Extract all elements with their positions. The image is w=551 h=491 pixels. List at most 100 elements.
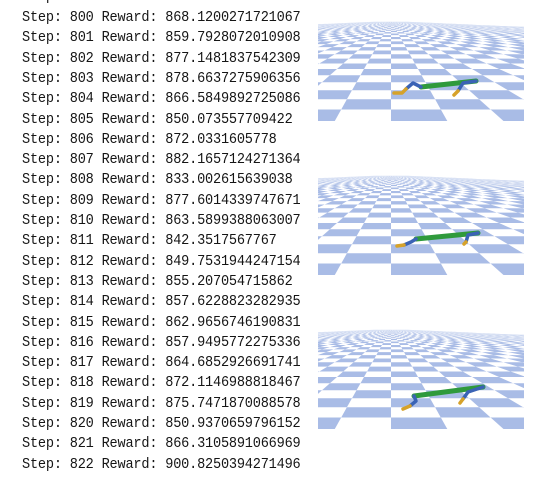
floor-tile (328, 343, 344, 345)
floor-tile (459, 340, 476, 342)
floor-tile (374, 180, 379, 181)
floor-tile (483, 29, 502, 31)
floor-tile (368, 335, 375, 336)
floor-tile (318, 191, 328, 194)
floor-tile (475, 341, 495, 344)
floor-tile (318, 109, 342, 121)
floor-tile (481, 198, 509, 202)
floor-tile (340, 179, 349, 180)
floor-tile (441, 39, 460, 42)
floor-tile (434, 28, 445, 30)
floor-tile (391, 25, 394, 27)
floor-tile (337, 179, 346, 181)
floor-tile (353, 24, 360, 26)
floor-tile (485, 335, 502, 336)
floor-tile (433, 335, 443, 337)
floor-tile (350, 191, 364, 194)
floor-tile (407, 178, 413, 180)
floor-tile (352, 337, 362, 339)
floor-tile (472, 69, 514, 76)
floor-tile (440, 335, 452, 337)
floor-tile (421, 179, 429, 180)
floor-tile (391, 349, 404, 353)
floor-tile (318, 181, 327, 182)
floor-tile (360, 27, 369, 29)
floor-tile (320, 334, 332, 335)
floor-tile (353, 184, 364, 187)
floor-tile (471, 181, 486, 183)
floor-tile (391, 27, 395, 28)
floor-tile (421, 333, 429, 334)
floor-tile (391, 47, 408, 51)
floor-tile (391, 109, 448, 121)
floor-tile (440, 179, 450, 180)
floor-tile (394, 26, 398, 27)
floor-tile (412, 333, 418, 335)
floor-tile (484, 32, 504, 34)
floor-tile (484, 186, 504, 188)
floor-tile (385, 337, 391, 339)
floor-tile (505, 349, 524, 353)
floor-tile (486, 28, 504, 30)
floor-tile (479, 338, 497, 341)
floor-tile (318, 338, 331, 341)
floor-tile (318, 349, 334, 353)
floor-tile (331, 25, 341, 27)
floor-tile (465, 332, 478, 334)
floor-tile (472, 223, 514, 230)
floor-tile (369, 340, 379, 342)
floor-tile (441, 26, 452, 27)
floor-tile (374, 183, 382, 185)
floor-tile (418, 181, 426, 182)
floor-tile (406, 26, 412, 27)
floor-tile (429, 44, 450, 48)
floor-tile (463, 181, 478, 183)
floor-tile (391, 355, 408, 359)
floor-tile (371, 336, 378, 338)
floor-tile (503, 336, 523, 338)
floor-tile (339, 24, 348, 26)
log-line: Step: 801 Reward: 859.7928072010908 (22, 30, 301, 47)
floor-tile (459, 32, 476, 34)
floor-tile (367, 179, 373, 181)
floor-tile (417, 25, 424, 27)
floor-tile (428, 25, 436, 27)
floor-tile (322, 181, 334, 182)
floor-tile (477, 28, 494, 30)
log-line: Step: 805 Reward: 850.073557709422 (22, 111, 293, 128)
log-line-clipped: Step: 799 Reward: 870.6512004330089 (22, 0, 301, 9)
floor-tile (387, 180, 391, 181)
floor-tile (421, 193, 437, 196)
floor-tile (353, 26, 362, 27)
floor-tile (491, 25, 508, 27)
floor-tile (444, 29, 458, 31)
floor-tile (374, 29, 382, 31)
floor-tile (416, 28, 426, 30)
floor-tile (318, 35, 328, 37)
floor-tile (364, 35, 376, 37)
floor-tile (318, 27, 327, 28)
floor-tile (492, 335, 510, 336)
floor-tile (483, 334, 500, 335)
floor-tile (456, 27, 469, 29)
floor-tile (503, 187, 524, 190)
floor-tile (471, 27, 486, 29)
floor-tile (401, 25, 406, 27)
floor-tile (348, 178, 356, 180)
floor-tile (497, 32, 518, 34)
floor-tile (396, 179, 400, 181)
floor-tile (449, 179, 460, 180)
floor-tile (469, 90, 524, 100)
floor-tile (464, 337, 480, 339)
floor-tile (341, 407, 391, 418)
floor-tile (360, 377, 391, 384)
floor-tile (391, 371, 418, 377)
floor-tile (411, 181, 418, 182)
floor-tile (472, 181, 487, 182)
floor-tile (343, 179, 352, 181)
floor-tile (448, 335, 461, 337)
floor-tile (489, 341, 511, 344)
floor-tile (416, 182, 426, 184)
floor-tile (402, 25, 407, 26)
floor-tile (461, 187, 479, 190)
